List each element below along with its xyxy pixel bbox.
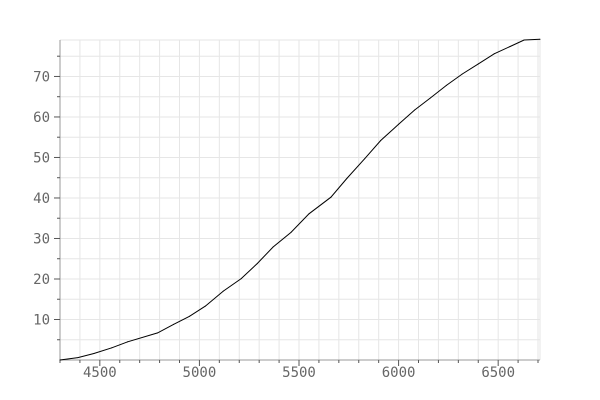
y-tick-label: 40 [33,191,50,207]
y-tick-label: 70 [33,69,50,85]
data-point [272,246,274,248]
data-point [189,315,190,317]
data-point [461,73,463,75]
data-point [398,123,400,125]
data-point [240,278,242,280]
data-point [509,46,511,47]
data-point [330,196,332,198]
data-point [173,323,174,325]
data-point [308,213,310,215]
data-point [77,357,79,359]
x-tick-label: 5000 [183,365,217,381]
x-tick-label: 4500 [83,365,117,381]
data-point [414,109,415,111]
data-point [346,178,348,179]
data-point [127,341,129,343]
series-layer [59,38,541,361]
x-tick-label: 6500 [481,365,515,381]
y-tick-label: 10 [33,312,50,328]
data-point [111,347,113,349]
data-point [445,84,447,86]
data-point [493,53,495,55]
data-point [523,39,525,41]
grid [59,39,541,360]
data-point [222,290,224,292]
y-tick-label: 50 [33,150,50,166]
data-point [93,353,95,354]
tick-labels: 10 20 30 40 50 60 70 4500 5000 5500 6000 6500 [33,69,515,381]
data-point [290,231,292,233]
data-point [380,140,382,141]
data-point [204,305,206,307]
x-tick-label: 6000 [382,365,416,381]
y-tick-label: 30 [33,231,50,247]
y-tick-label: 20 [33,272,50,288]
data-point [477,63,479,65]
data-point [157,332,159,334]
data-point [256,263,258,265]
data-point [59,359,61,361]
data-point [430,97,431,99]
data-point [364,158,366,160]
series-line [59,38,541,361]
axes [54,40,540,366]
data-point [539,38,541,40]
x-tick-label: 5500 [282,365,316,381]
y-tick-label: 60 [33,110,50,126]
